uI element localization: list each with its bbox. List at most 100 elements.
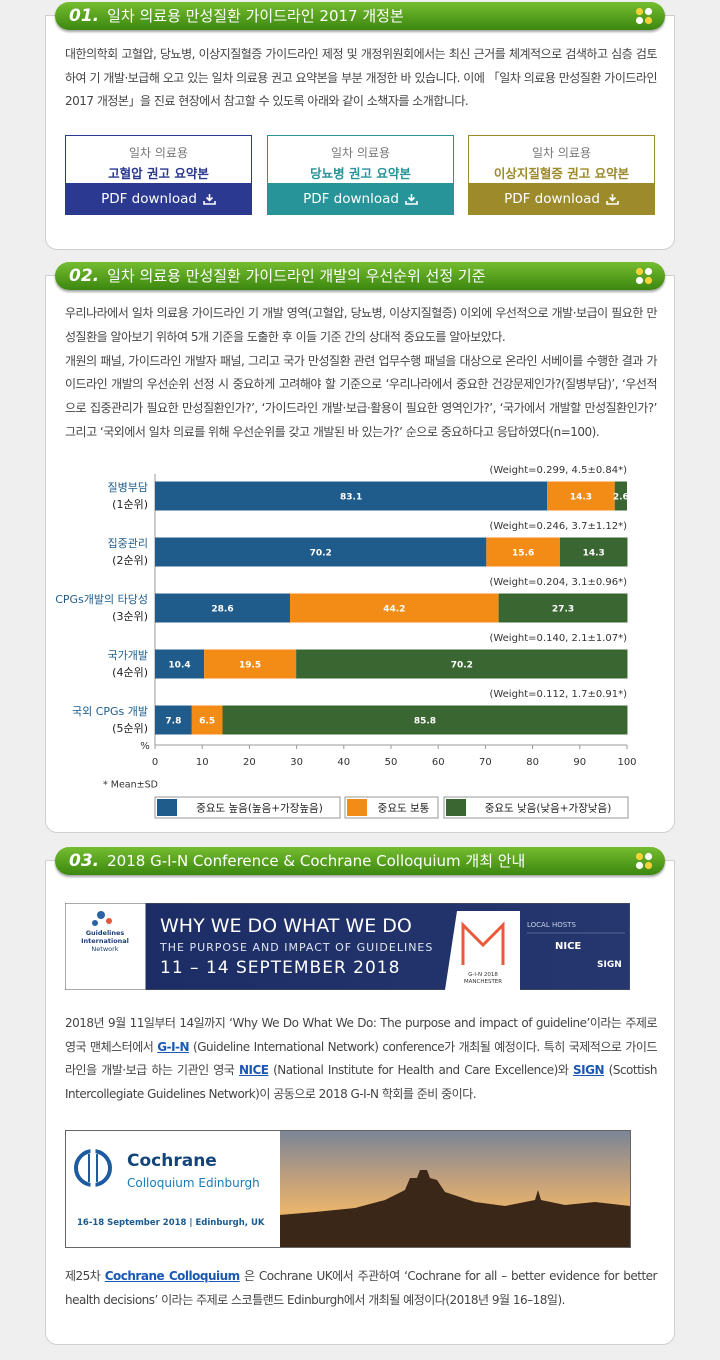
header-icon [635,267,653,285]
cochrane-logo [74,1148,112,1188]
category-rank: (1순위) [112,498,148,511]
section-header: 03. 2018 G-I-N Conference & Cochrane Coll… [55,847,665,875]
link[interactable]: NICE [238,1063,269,1077]
section-number: 01. [69,6,100,26]
bar-segment [559,537,628,567]
download-button[interactable]: PDF download [267,183,454,215]
x-tick-label: 90 [573,757,586,768]
x-tick-label: 20 [243,757,256,768]
value-label: 70.2 [310,549,332,559]
value-label: 14.3 [583,549,605,559]
cochrane-name: Cochrane [127,1151,217,1171]
value-label: 19.5 [239,661,261,671]
x-tick-label: 70 [479,757,492,768]
download-label[interactable]: PDF download [303,191,399,207]
section-number: 02. [69,266,100,286]
logo-text: International [81,937,129,945]
bar-segment [289,593,499,623]
download-icon [606,194,619,205]
legend-label: 중요도 높음(높음+가장높음) [196,803,323,815]
section-title: 일차 의료용 만성질환 가이드라인 개발의 우선순위 선정 기준 [107,267,486,285]
paragraph: 대한의학회 고혈압, 당뇨병, 이상지질혈증 가이드라인 제정 및 개정위원회에… [65,43,658,114]
download-button[interactable]: PDF download [468,183,655,215]
bar-annotation: (Weight=0.204, 3.1±0.96*) [489,577,627,588]
link[interactable]: SIGN [573,1063,605,1077]
legend-swatch [446,799,466,816]
link[interactable]: Cochrane Colloquium [104,1269,240,1283]
bar-segment [204,649,297,679]
category-rank: (4순위) [112,666,148,679]
bar-annotation: (Weight=0.246, 3.7±1.12*) [489,521,627,532]
x-tick-label: 40 [337,757,350,768]
banner-headline: WHY WE DO WHAT WE DO [160,915,412,937]
bar-annotation: (Weight=0.140, 2.1±1.07*) [489,633,627,644]
legend-label: 중요도 보통 [378,803,430,815]
bar-segment [155,705,192,735]
value-label: 27.3 [552,605,574,615]
category-label: CPGs개발의 타당성 [55,593,148,606]
section-title: 2018 G-I-N Conference & Cochrane Colloqu… [107,852,526,870]
download-title: 이상지질혈증 권고 요약본 [493,166,630,181]
paragraph: 2018년 9월 11일부터 14일까지 ‘Why We Do What We … [65,1012,658,1106]
download-label[interactable]: PDF download [504,191,600,207]
x-tick-label: 30 [290,757,303,768]
download-icon [203,194,216,205]
banner-subline: THE PURPOSE AND IMPACT OF GUIDELINES [159,941,433,954]
event-logo [461,921,505,965]
value-label: 83.1 [340,493,362,503]
legend-box [443,796,629,819]
paragraph: 제25차 Cochrane Colloquium 은 Cochrane UK에서… [65,1265,658,1312]
city-silhouette [280,1170,630,1247]
legend-label: 중요도 낮음(낮음+가장낮음) [485,803,612,815]
value-label: 7.8 [165,717,181,727]
x-axis-label: % [140,741,150,752]
bar-segment [486,537,560,567]
bar-segment [498,593,628,623]
section-title: 일차 의료용 만성질환 가이드라인 2017 개정본 [107,7,404,25]
section-header: 01. 일차 의료용 만성질환 가이드라인 2017 개정본 [55,2,665,30]
x-tick-label: 0 [152,757,158,768]
download-label[interactable]: PDF download [101,191,197,207]
bar-segment [614,481,627,511]
bar-segment [222,705,628,735]
bar-annotation: (Weight=0.112, 1.7±0.91*) [489,689,627,700]
chart: 0 10 20 30 40 50 60 70 80 90 100% * Mean±SD 질병부담 (1순위… [55,465,637,819]
bar-segment [155,593,290,623]
download-button[interactable]: PDF download [65,183,252,215]
link[interactable]: G-I-N [157,1039,190,1054]
paragraph-text: 제25차 Cochrane Colloquium 은 Cochrane UK에서… [65,1265,658,1312]
category-label: 질병부담 [108,481,148,494]
event-text: G-I-N 2018 [468,972,498,978]
header-icon [635,7,653,25]
gin-logo [92,911,112,926]
value-label: 85.8 [414,717,436,727]
banner-background [65,903,630,990]
download-card[interactable]: 일차 의료용 당뇨병 권고 요약본 PDF download [267,135,454,215]
download-caption: 일차 의료용 [531,146,591,160]
value-label: 6.5 [199,717,215,727]
text: (Guideline International Network) confer… [65,1039,658,1078]
category-label: 집중관리 [108,537,148,550]
section-number: 03. [69,851,100,871]
legend-box [344,796,439,819]
value-label: 10.4 [168,661,190,671]
x-tick-label: 80 [526,757,539,768]
value-label: 44.2 [383,605,405,615]
bar-segment [547,481,615,511]
x-tick-label: 50 [385,757,398,768]
bar-segment [155,481,548,511]
value-label: 14.3 [570,493,592,503]
logo-area [65,903,146,990]
x-tick-label: 100 [617,757,636,768]
download-card[interactable]: 일차 의료용 고혈압 권고 요약본 PDF download [65,135,252,215]
host-name: SIGN [597,960,622,970]
section-header: 02. 일차 의료용 만성질환 가이드라인 개발의 우선순위 선정 기준 [55,262,665,290]
host-name: NICE [555,941,581,952]
paragraph-text: 2018년 9월 11일부터 14일까지 ‘Why We Do What We … [65,1012,658,1106]
category-rank: (5순위) [112,722,148,735]
legend-box [154,796,341,819]
download-caption: 일차 의료용 [128,146,188,160]
value-label: 15.6 [512,549,534,559]
cochrane-banner: Cochrane Colloquium Edinburgh 16-18 Sept… [65,1130,631,1248]
